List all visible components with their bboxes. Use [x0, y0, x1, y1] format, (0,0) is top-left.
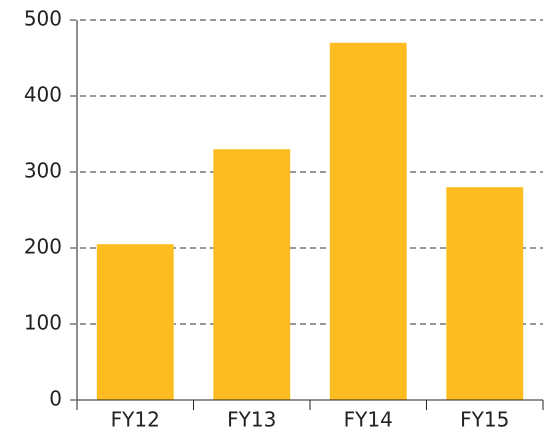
y-tick-label: 300	[24, 159, 62, 183]
bar	[329, 42, 407, 401]
axis-layer: 0 100 200 300 400 500 FY12 FY13 FY14 FY15	[24, 7, 544, 432]
y-tick-label: 500	[24, 7, 62, 31]
bar-layer	[96, 42, 524, 401]
y-tick-label: 0	[49, 387, 62, 411]
x-tick-label: FY12	[111, 408, 160, 432]
bar	[446, 187, 524, 400]
y-tick-label: 100	[24, 311, 62, 335]
y-tick-label: 200	[24, 235, 62, 259]
x-tick-label: FY13	[227, 408, 276, 432]
x-tick-label: FY14	[344, 408, 393, 432]
x-tick-label: FY15	[460, 408, 509, 432]
bar	[96, 244, 174, 400]
y-tick-label: 400	[24, 83, 62, 107]
bar	[213, 149, 291, 400]
